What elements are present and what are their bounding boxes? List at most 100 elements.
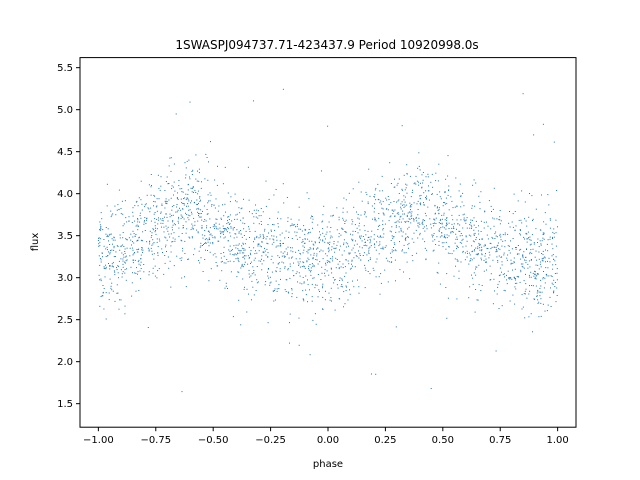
data-point — [524, 259, 525, 261]
data-point — [543, 221, 545, 223]
data-point — [99, 279, 101, 281]
data-point — [299, 261, 301, 263]
data-point — [317, 247, 318, 249]
data-point — [265, 254, 267, 256]
data-point — [384, 269, 386, 271]
data-point — [519, 281, 521, 283]
data-point — [460, 261, 462, 263]
data-point — [390, 257, 392, 259]
data-point — [328, 221, 330, 223]
data-point — [549, 218, 551, 220]
data-point — [498, 308, 500, 309]
data-point — [149, 240, 151, 242]
data-point — [341, 279, 343, 281]
data-point — [278, 284, 280, 286]
data-point — [341, 227, 343, 229]
data-point — [242, 242, 244, 244]
data-point — [334, 279, 336, 280]
data-point — [508, 249, 510, 251]
data-point — [238, 231, 240, 233]
data-point — [495, 235, 497, 237]
data-point — [473, 234, 475, 236]
data-point — [525, 273, 526, 275]
data-point — [195, 192, 197, 193]
data-point — [360, 191, 362, 193]
data-point — [120, 245, 122, 247]
data-point — [486, 247, 488, 249]
data-point — [97, 240, 99, 241]
data-point — [284, 251, 286, 253]
data-point — [253, 216, 255, 218]
data-point — [366, 194, 368, 196]
data-point — [313, 244, 315, 246]
data-point — [447, 175, 449, 177]
data-point — [437, 272, 439, 274]
data-point — [108, 299, 110, 301]
data-point — [458, 270, 460, 272]
data-point — [411, 238, 413, 240]
data-point — [464, 252, 466, 254]
data-point — [251, 280, 253, 282]
data-point — [342, 219, 344, 221]
data-point — [209, 218, 211, 220]
data-point — [448, 189, 450, 191]
data-point — [230, 226, 232, 228]
data-point — [539, 287, 541, 289]
data-point — [397, 200, 399, 202]
data-point — [508, 277, 509, 279]
data-point — [369, 195, 371, 197]
data-point — [401, 188, 403, 190]
data-point — [241, 252, 243, 254]
data-point — [186, 228, 188, 230]
data-point — [121, 200, 123, 202]
data-point — [269, 217, 271, 219]
data-point — [228, 224, 230, 225]
data-point — [460, 196, 462, 198]
data-point — [238, 271, 240, 273]
data-point — [165, 237, 167, 239]
data-point — [122, 260, 124, 262]
data-point — [321, 170, 322, 172]
data-point — [424, 241, 426, 243]
data-point — [350, 267, 352, 269]
data-point — [390, 252, 392, 254]
data-point — [328, 274, 330, 276]
data-point — [135, 201, 137, 203]
data-point — [164, 190, 166, 191]
data-point — [319, 231, 320, 233]
data-point — [531, 234, 533, 236]
data-point — [385, 245, 387, 247]
data-point — [114, 239, 116, 241]
data-point — [333, 243, 335, 245]
data-point — [439, 283, 441, 285]
data-point — [280, 218, 282, 220]
data-point — [132, 254, 134, 256]
data-point — [326, 262, 328, 264]
data-point — [530, 243, 532, 245]
data-point — [472, 277, 474, 279]
data-point — [345, 232, 347, 234]
data-point — [174, 240, 176, 242]
data-point — [136, 224, 138, 226]
data-point — [552, 254, 554, 256]
data-point — [408, 247, 409, 249]
data-point — [103, 308, 105, 310]
data-point — [266, 242, 268, 244]
data-point — [391, 226, 393, 228]
data-point — [529, 251, 531, 253]
data-point — [249, 257, 251, 259]
data-point — [495, 231, 497, 233]
data-point — [136, 200, 138, 202]
data-point — [281, 255, 283, 257]
data-point — [243, 235, 245, 236]
data-point — [374, 194, 376, 196]
data-point — [398, 193, 400, 194]
data-point — [363, 252, 365, 254]
data-point — [247, 166, 249, 168]
data-point — [105, 233, 107, 235]
data-point — [219, 227, 221, 229]
data-point — [509, 252, 511, 254]
data-point — [291, 289, 293, 291]
data-point — [157, 254, 159, 256]
data-point — [471, 274, 472, 276]
